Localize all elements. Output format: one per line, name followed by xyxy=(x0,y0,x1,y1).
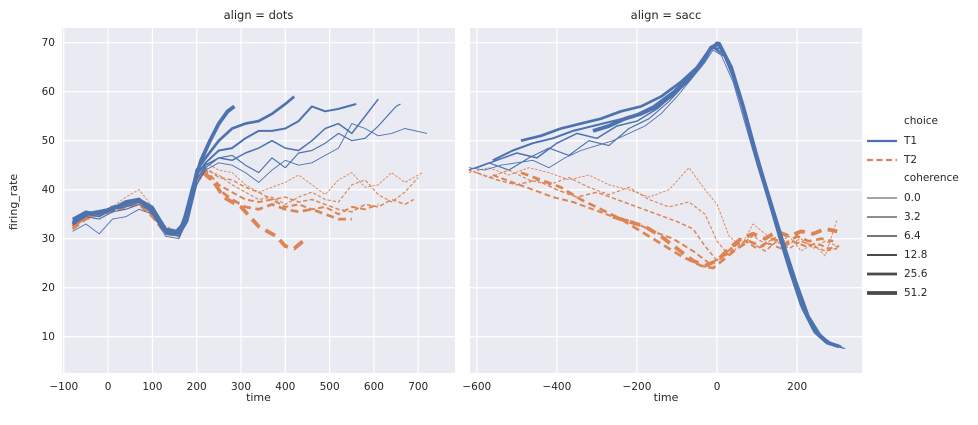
series-T1-3.2 xyxy=(72,103,401,237)
legend-item-coherence-51.2-label: 51.2 xyxy=(904,286,928,299)
gridlines xyxy=(470,28,862,373)
series-T2-0.0 xyxy=(72,162,423,232)
legend-item-coherence-6.4-sample-line xyxy=(867,234,897,237)
legend-item-coherence-3.2-sample-line xyxy=(867,215,897,218)
legend-item-coherence-0.0: 0.0 xyxy=(866,188,978,207)
legend-item-coherence-3.2-label: 3.2 xyxy=(904,210,921,223)
legend-item-t2-sample-line xyxy=(867,158,897,161)
legend-item-coherence-51.2-sample-line xyxy=(867,290,897,295)
facet-dots-title: align = dots xyxy=(223,8,294,22)
legend: choice T1 T2 coherence 0.0 3.2 6.4 12.8 25.6 5… xyxy=(866,112,978,302)
legend-item-coherence-51.2: 51.2 xyxy=(866,283,978,302)
y-tick-labels: 10 20 30 40 50 60 70 xyxy=(42,37,55,343)
gridlines xyxy=(62,28,455,373)
x-tick-label: −600 xyxy=(462,381,491,393)
x-axis-label-sacc: time xyxy=(653,391,679,404)
series-T1-51.2 xyxy=(71,104,236,236)
y-tick-label: 20 xyxy=(42,282,55,294)
x-tick-label: 500 xyxy=(320,381,340,393)
legend-coherence-title: coherence xyxy=(904,172,959,184)
x-tick-label: 100 xyxy=(142,381,162,393)
x-tick-label: 600 xyxy=(364,381,384,393)
legend-item-t1: T1 xyxy=(866,131,978,150)
legend-item-coherence-12.8-label: 12.8 xyxy=(904,248,928,261)
series-lines xyxy=(468,41,846,350)
x-tick-label: −400 xyxy=(542,381,571,393)
y-axis-label: firing_rate xyxy=(7,173,20,231)
x-tick-label: 0 xyxy=(714,381,721,393)
legend-coherence-items: 0.0 3.2 6.4 12.8 25.6 51.2 xyxy=(866,188,978,302)
legend-item-t1-label: T1 xyxy=(904,134,918,147)
x-tick-label: 400 xyxy=(275,381,295,393)
series-T2-25.6 xyxy=(71,171,352,238)
legend-item-t1-sample-line xyxy=(867,139,897,142)
legend-item-coherence-25.6: 25.6 xyxy=(866,264,978,283)
legend-item-coherence-0.0-label: 0.0 xyxy=(904,191,921,204)
x-tick-label: 200 xyxy=(187,381,207,393)
series-T2-25.6 xyxy=(520,171,834,270)
legend-item-coherence-25.6-sample-line xyxy=(867,272,897,275)
legend-item-t2-label: T2 xyxy=(904,153,918,166)
x-tick-labels: −600 −400 −200 0 200 xyxy=(462,381,807,393)
y-tick-label: 50 xyxy=(42,135,55,147)
y-tick-label: 40 xyxy=(42,184,55,196)
x-tick-label: 200 xyxy=(787,381,807,393)
legend-item-coherence-12.8: 12.8 xyxy=(866,245,978,264)
legend-item-coherence-3.2: 3.2 xyxy=(866,207,978,226)
y-tick-label: 70 xyxy=(42,37,55,49)
series-T1-0.0 xyxy=(72,123,428,240)
legend-item-coherence-25.6-label: 25.6 xyxy=(904,267,928,280)
series-T2-0.0 xyxy=(468,167,838,257)
series-T2-6.4 xyxy=(476,171,838,262)
facet-sacc-chart: −600 −400 −200 0 200 xyxy=(462,28,862,393)
x-axis-label-dots: time xyxy=(246,391,271,404)
facet-sacc-title: align = sacc xyxy=(630,8,702,22)
facet-dots-chart: −100 0 100 200 300 400 500 600 700 10 20 30 40 50 60 70 xyxy=(42,28,455,393)
series-lines xyxy=(71,95,428,251)
legend-choice-title: choice xyxy=(904,115,939,127)
x-tick-label: 0 xyxy=(105,381,112,393)
y-tick-label: 10 xyxy=(42,331,55,343)
y-tick-label: 60 xyxy=(42,86,55,98)
x-tick-label: −200 xyxy=(623,381,652,393)
legend-item-t2: T2 xyxy=(866,150,978,169)
x-tick-label: 700 xyxy=(408,381,428,393)
plot-area-bg xyxy=(470,28,862,373)
legend-item-coherence-6.4-label: 6.4 xyxy=(904,229,921,242)
series-T2-51.2 xyxy=(612,214,838,268)
legend-item-coherence-6.4: 6.4 xyxy=(866,226,978,245)
x-tick-label: −100 xyxy=(49,381,78,393)
legend-item-coherence-12.8-sample-line xyxy=(867,253,897,256)
series-T1-6.4 xyxy=(72,98,379,238)
legend-choice-items: T1 T2 xyxy=(866,131,978,169)
y-tick-label: 30 xyxy=(42,233,55,245)
legend-item-coherence-0.0-sample-line xyxy=(867,197,897,198)
x-tick-label: 300 xyxy=(231,381,251,393)
series-T1-51.2 xyxy=(592,41,840,349)
x-tick-labels: −100 0 100 200 300 400 500 600 700 xyxy=(49,381,428,393)
